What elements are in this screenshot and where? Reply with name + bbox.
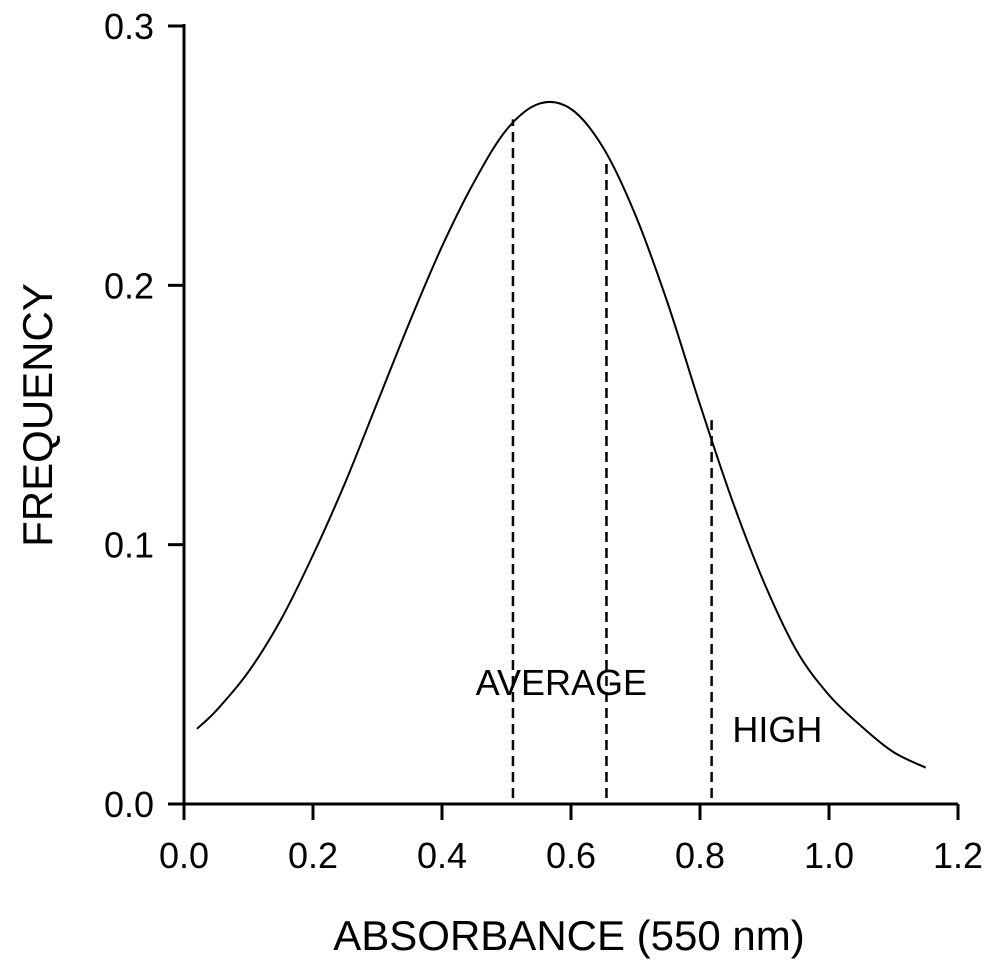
y-tick-label-1: 0.1	[104, 525, 154, 566]
x-tick-label-3: 0.6	[546, 835, 596, 876]
annotation-high: HIGH	[732, 709, 822, 750]
y-tick-label-3: 0.3	[104, 6, 154, 47]
annotation-average: AVERAGE	[476, 662, 647, 703]
x-tick-label-6: 1.2	[933, 835, 983, 876]
y-tick-label-2: 0.2	[104, 265, 154, 306]
x-tick-label-4: 0.8	[675, 835, 725, 876]
x-tick-label-5: 1.0	[804, 835, 854, 876]
y-axis-title: FREQUENCY	[14, 283, 61, 547]
x-tick-label-2: 0.4	[417, 835, 467, 876]
y-tick-label-0: 0.0	[104, 784, 154, 825]
x-axis-title: ABSORBANCE (550 nm)	[333, 912, 804, 959]
distribution-curve-0	[196, 100, 927, 769]
plot-area: 0.0 0.2 0.4 0.6 0.8 1.0 1.2 0.0 0.1 0.2 0.3 AVERAGE…	[104, 6, 983, 876]
x-tick-label-1: 0.2	[288, 835, 338, 876]
x-tick-label-0: 0.0	[159, 835, 209, 876]
